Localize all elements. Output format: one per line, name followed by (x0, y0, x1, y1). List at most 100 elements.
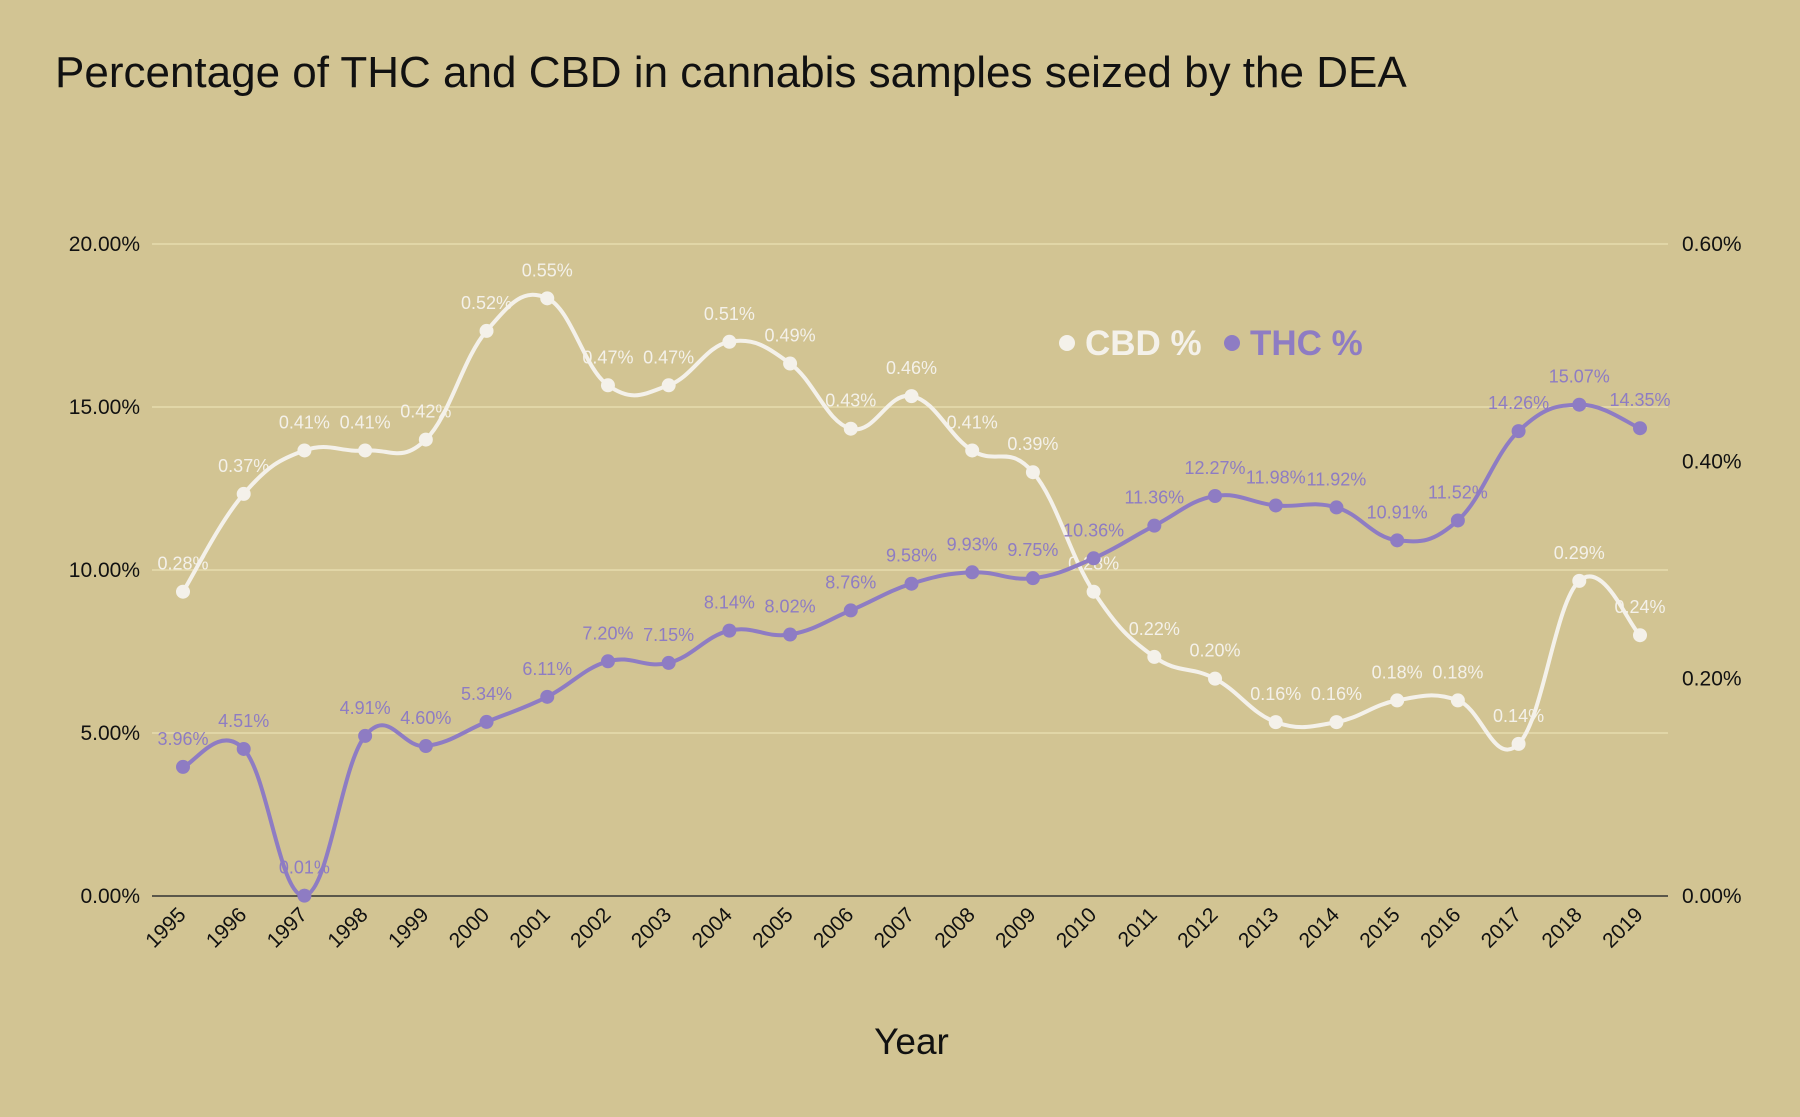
x-tick-label: 2019 (1598, 903, 1647, 952)
cbd-data-label: 0.41% (279, 412, 330, 432)
legend-label-thc: THC % (1250, 324, 1363, 363)
x-tick-label: 2010 (1052, 903, 1101, 952)
thc-point (843, 603, 858, 618)
x-tick-label: 2011 (1114, 903, 1162, 951)
cbd-point (783, 356, 798, 371)
thc-data-label: 5.34% (461, 684, 512, 704)
cbd-point (236, 486, 251, 501)
right-tick-label: 0.00% (1682, 885, 1742, 908)
thc-data-label: 9.75% (1007, 540, 1058, 560)
left-tick-label: 5.00% (80, 722, 140, 745)
x-tick-label: 1997 (263, 903, 312, 952)
thc-data-label: 14.35% (1609, 390, 1670, 410)
cbd-point (297, 443, 312, 458)
cbd-point (176, 584, 190, 599)
cbd-data-label: 0.18% (1432, 662, 1483, 682)
thc-point (1511, 424, 1526, 439)
x-tick-label: 2013 (1234, 903, 1283, 952)
cbd-data-label: 0.16% (1250, 684, 1301, 704)
cbd-point (540, 291, 555, 306)
x-tick-label: 2003 (627, 903, 676, 952)
thc-data-label: 11.92% (1307, 469, 1367, 489)
right-tick-label: 0.40% (1682, 450, 1742, 473)
cbd-point (965, 443, 980, 458)
cbd-point (1086, 584, 1101, 599)
x-tick-label: 2018 (1538, 903, 1587, 952)
thc-series-line (182, 402, 1641, 898)
cbd-data-label: 0.22% (1129, 619, 1180, 639)
x-tick-label: 2004 (688, 903, 738, 953)
thc-point (540, 689, 555, 704)
cbd-data-label: 0.43% (825, 391, 876, 411)
x-tick-label: 2016 (1416, 903, 1465, 952)
cbd-point (1208, 671, 1223, 686)
thc-point (176, 759, 190, 774)
cbd-data-label: 0.49% (765, 326, 816, 346)
thc-data-label: 15.07% (1549, 367, 1610, 387)
cbd-point (358, 443, 373, 458)
thc-data-label: 7.15% (643, 625, 694, 645)
cbd-data-label: 0.14% (1493, 706, 1544, 726)
thc-data-label: 10.36% (1063, 520, 1124, 540)
cbd-point (1450, 693, 1465, 708)
cbd-data-label: 0.24% (1614, 597, 1665, 617)
x-tick-label: 1998 (323, 903, 372, 952)
left-tick-label: 0.00% (80, 885, 140, 908)
x-tick-label: 1996 (202, 903, 251, 952)
right-tick-label: 0.20% (1682, 668, 1742, 691)
cbd-point (1025, 465, 1040, 480)
cbd-point (600, 378, 615, 393)
cbd-point (1268, 715, 1283, 730)
cbd-point (904, 389, 919, 404)
x-tick-label: 2012 (1173, 903, 1222, 952)
cbd-data-label: 0.29% (1554, 543, 1605, 563)
cbd-data-label: 0.18% (1372, 662, 1423, 682)
cbd-point (1390, 693, 1405, 708)
thc-point (1329, 500, 1344, 515)
cbd-data-label: 0.51% (704, 304, 755, 324)
thc-data-label: 4.91% (340, 698, 391, 718)
thc-point (358, 728, 373, 743)
thc-data-label: 4.51% (218, 711, 269, 731)
thc-point (297, 888, 312, 903)
thc-data-label: 8.02% (765, 597, 816, 617)
thc-point (1268, 498, 1283, 513)
thc-point (1147, 518, 1162, 533)
legend-marker-thc (1224, 335, 1240, 351)
cbd-data-label: 0.47% (643, 347, 694, 367)
x-tick-label: 1995 (141, 903, 190, 952)
thc-point (479, 714, 494, 729)
cbd-data-label: 0.47% (582, 347, 633, 367)
chart-title: Percentage of THC and CBD in cannabis sa… (55, 48, 1407, 97)
cbd-data-label: 0.41% (340, 412, 391, 432)
thc-data-label: 3.96% (157, 729, 208, 749)
cbd-data-label: 0.42% (400, 402, 451, 422)
x-tick-label: 2006 (809, 903, 858, 952)
cbd-point (661, 378, 676, 393)
thc-data-label: 12.27% (1185, 458, 1246, 478)
thc-data-label: 14.26% (1488, 393, 1549, 413)
thc-data-label: 10.91% (1367, 502, 1428, 522)
x-tick-label: 2008 (930, 903, 979, 952)
thc-point (1450, 513, 1465, 528)
cbd-data-label: 0.37% (218, 456, 269, 476)
legend-label-cbd: CBD % (1085, 324, 1202, 363)
thc-point (965, 565, 980, 580)
thc-point (1390, 533, 1405, 548)
cbd-point (418, 432, 433, 447)
cbd-data-label: 0.39% (1007, 434, 1058, 454)
x-axis-title: Year (874, 1021, 949, 1062)
thc-data-label: 11.52% (1428, 482, 1488, 502)
x-tick-label: 2007 (870, 903, 919, 952)
thc-data-label: 11.36% (1124, 488, 1184, 508)
thc-point (418, 739, 433, 754)
cbd-point (722, 334, 737, 349)
cbd-point (843, 421, 858, 436)
thc-data-label: 9.58% (886, 546, 937, 566)
x-tick-label: 2002 (566, 903, 615, 952)
thc-data-label: 8.76% (825, 572, 876, 592)
thc-point (661, 655, 676, 670)
cbd-data-label: 0.41% (947, 412, 998, 432)
x-tick-label: 2014 (1295, 903, 1345, 953)
